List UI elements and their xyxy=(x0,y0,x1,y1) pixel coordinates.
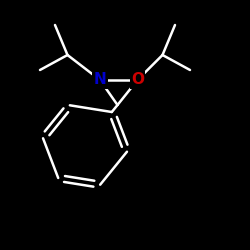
Text: O: O xyxy=(131,72,144,88)
Text: N: N xyxy=(94,72,106,88)
